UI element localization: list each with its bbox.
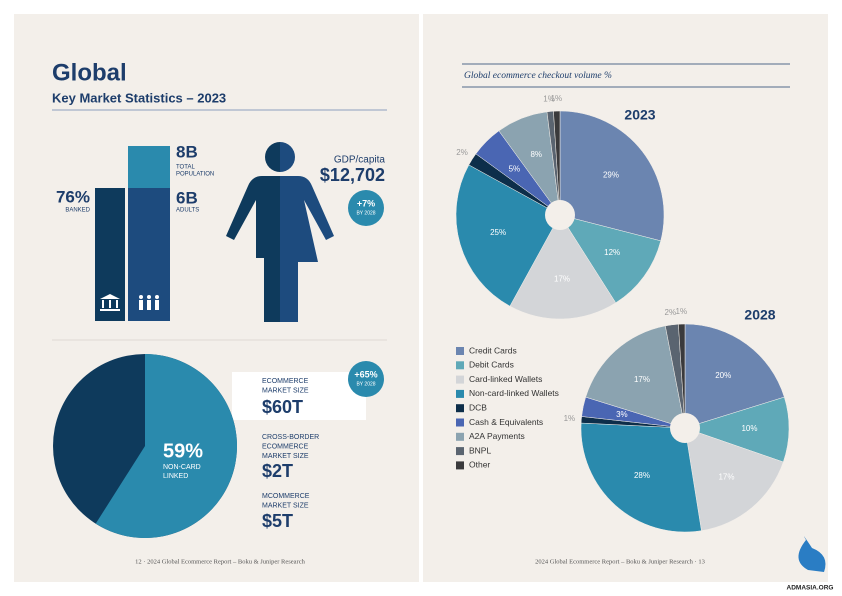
slice-label: 20%	[715, 371, 731, 380]
legend-swatch	[456, 389, 464, 398]
market-label: ECOMMERCE	[262, 443, 309, 450]
legend-label: BNPL	[469, 445, 491, 455]
pie-year: 2028	[744, 307, 775, 323]
legend-swatch	[456, 361, 464, 370]
gdp-value: $12,702	[320, 165, 385, 185]
pie-slice	[559, 214, 662, 304]
legend-label: A2A Payments	[469, 431, 525, 441]
market-value: $5T	[262, 511, 293, 531]
legend-label: Cash & Equivalents	[469, 417, 543, 427]
legend-label: Credit Cards	[469, 345, 517, 355]
chart-title: Global ecommerce checkout volume %	[464, 71, 612, 81]
footer: 12 · 2024 Global Ecommerce Report – Boku…	[135, 558, 305, 565]
slice-label: 2%	[456, 148, 468, 157]
market-label: MARKET SIZE	[262, 502, 309, 509]
legend-label: Debit Cards	[469, 360, 514, 370]
slice-label: 28%	[634, 471, 650, 480]
slice-label: 29%	[603, 171, 619, 180]
pie-slice	[95, 354, 238, 538]
legend-swatch	[456, 461, 464, 470]
subtitle: Key Market Statistics – 2023	[52, 90, 226, 105]
legend-swatch	[456, 418, 464, 427]
pie-sublabel: NON-CARD	[163, 464, 201, 471]
stat-value: 8B	[176, 142, 198, 161]
gdp-label: GDP/capita	[334, 155, 386, 166]
watermark-logo	[798, 536, 826, 572]
pie-year: 2023	[624, 107, 655, 123]
legend-swatch	[456, 404, 464, 413]
legend-label: DCB	[469, 402, 487, 412]
pie-slice	[580, 422, 702, 533]
legend-label: Other	[469, 460, 490, 470]
legend-swatch	[456, 432, 464, 441]
watermark: ADMASIA.ORG	[787, 585, 834, 592]
slice-label: 17%	[634, 375, 650, 384]
market-label: MARKET SIZE	[262, 387, 309, 394]
pie-slice	[678, 323, 686, 429]
legend-label: Non-card-linked Wallets	[469, 388, 559, 398]
pie-slice	[684, 323, 785, 429]
footer: 2024 Global Ecommerce Report – Boku & Ju…	[535, 558, 705, 565]
market-value: $60T	[262, 397, 303, 417]
pie-slice	[455, 164, 561, 307]
badge-note: BY 2028	[356, 210, 375, 216]
slice-label: 3%	[616, 410, 628, 419]
slice-label: 1%	[564, 414, 576, 423]
slice-label: 1%	[551, 94, 563, 103]
slice-label: 10%	[741, 424, 757, 433]
stat-label: TOTAL	[176, 165, 195, 171]
stat-value: 76%	[56, 187, 90, 206]
stat-label: POPULATION	[176, 172, 214, 178]
pie-hole	[545, 200, 575, 230]
stat-label: ADULTS	[176, 208, 199, 214]
badge-note: BY 2028	[356, 381, 375, 387]
slice-label: 2%	[665, 308, 677, 317]
legend-label: Card-linked Wallets	[469, 374, 542, 384]
pie-sublabel: LINKED	[163, 473, 188, 480]
growth-badge	[348, 361, 384, 397]
pie-slice	[559, 110, 665, 242]
title: Global	[52, 59, 127, 86]
stat-label: BANKED	[65, 208, 90, 214]
pie-hole	[670, 413, 700, 443]
pie-slice	[509, 214, 617, 320]
slice-label: 1%	[543, 95, 555, 104]
slice-label: 1%	[676, 307, 688, 316]
legend-swatch	[456, 347, 464, 355]
legend-swatch	[456, 375, 464, 384]
person-icon	[226, 142, 334, 322]
market-value: $2T	[262, 461, 293, 481]
market-label: ECOMMERCE	[262, 378, 309, 385]
slice-label: 25%	[490, 228, 506, 237]
pie-slice	[585, 325, 686, 429]
slice-label: 17%	[718, 473, 734, 482]
stat-value: 6B	[176, 188, 198, 207]
legend-swatch	[456, 447, 464, 456]
badge-value: +65%	[354, 369, 377, 379]
slice-label: 17%	[554, 275, 570, 284]
pie-slice	[684, 427, 784, 531]
slice-label: 8%	[530, 150, 542, 159]
highlight-box	[232, 372, 366, 420]
slice-label: 12%	[604, 248, 620, 257]
people-icon	[139, 295, 159, 310]
bank-icon	[100, 294, 120, 311]
pie-label: 59%	[163, 440, 203, 462]
badge-value: +7%	[357, 198, 375, 208]
slice-label: 5%	[509, 165, 521, 174]
pie-slice	[553, 110, 561, 216]
population-bar	[128, 146, 170, 188]
market-label: CROSS-BORDER	[262, 434, 319, 441]
growth-badge	[348, 190, 384, 226]
market-label: MCOMMERCE	[262, 493, 310, 500]
market-label: MARKET SIZE	[262, 453, 309, 460]
